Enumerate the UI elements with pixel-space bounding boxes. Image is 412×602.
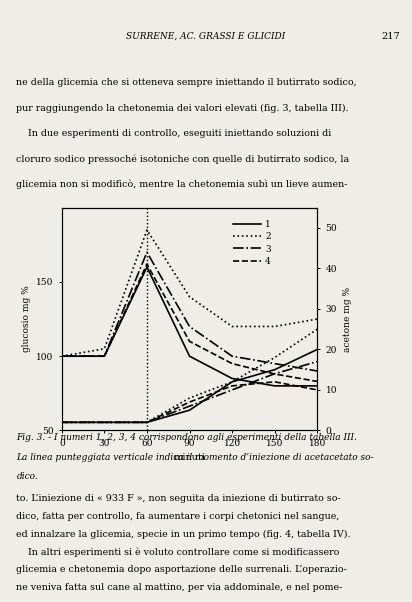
Text: cloruro sodico pressoché isotoniche con quelle di butirrato sodico, la: cloruro sodico pressoché isotoniche con … [16, 154, 350, 164]
Text: Fig. 3. - I numeri 1, 2, 3, 4 corrispondono agli esperimenti della tabella III.: Fig. 3. - I numeri 1, 2, 3, 4 corrispond… [16, 433, 357, 442]
Text: In altri esperimenti si è voluto controllare come si modificassero: In altri esperimenti si è voluto control… [16, 547, 340, 557]
X-axis label: minuti: minuti [173, 453, 206, 462]
Text: pur raggiungendo la chetonemia dei valori elevati (fig. 3, tabella III).: pur raggiungendo la chetonemia dei valor… [16, 104, 349, 113]
Text: dico.: dico. [16, 473, 38, 482]
Text: In due esperimenti di controllo, eseguiti iniettando soluzioni di: In due esperimenti di controllo, eseguit… [16, 129, 332, 138]
Text: to. L’iniezione di « 933 F », non seguita da iniezione di butirrato so-: to. L’iniezione di « 933 F », non seguit… [16, 494, 341, 503]
Text: ed innalzare la glicemia, specie in un primo tempo (fig. 4, tabella IV).: ed innalzare la glicemia, specie in un p… [16, 530, 351, 539]
Text: ne veniva fatta sul cane al mattino, per via addominale, e nel pome-: ne veniva fatta sul cane al mattino, per… [16, 583, 343, 592]
Y-axis label: glucosio mg %: glucosio mg % [21, 286, 30, 352]
Y-axis label: acetone mg %: acetone mg % [343, 287, 352, 352]
Text: glicemia non si modificò, mentre la chetonemia subì un lieve aumen-: glicemia non si modificò, mentre la chet… [16, 179, 348, 189]
Text: SURRENE, AC. GRASSI E GLICIDI: SURRENE, AC. GRASSI E GLICIDI [126, 32, 286, 40]
Text: 217: 217 [381, 32, 400, 40]
Legend: 1, 2, 3, 4: 1, 2, 3, 4 [230, 217, 274, 269]
Text: ne della glicemia che si otteneva sempre iniettando il butirrato sodico,: ne della glicemia che si otteneva sempre… [16, 78, 357, 87]
Text: glicemia e chetonemia dopo asportazione delle surrenali. L’operazio-: glicemia e chetonemia dopo asportazione … [16, 565, 347, 574]
Text: dico, fatta per controllo, fa aumentare i corpi chetonici nel sangue,: dico, fatta per controllo, fa aumentare … [16, 512, 340, 521]
Text: La linea punteggiata verticale indica il momento d’iniezione di acetacetato so-: La linea punteggiata verticale indica il… [16, 453, 374, 462]
